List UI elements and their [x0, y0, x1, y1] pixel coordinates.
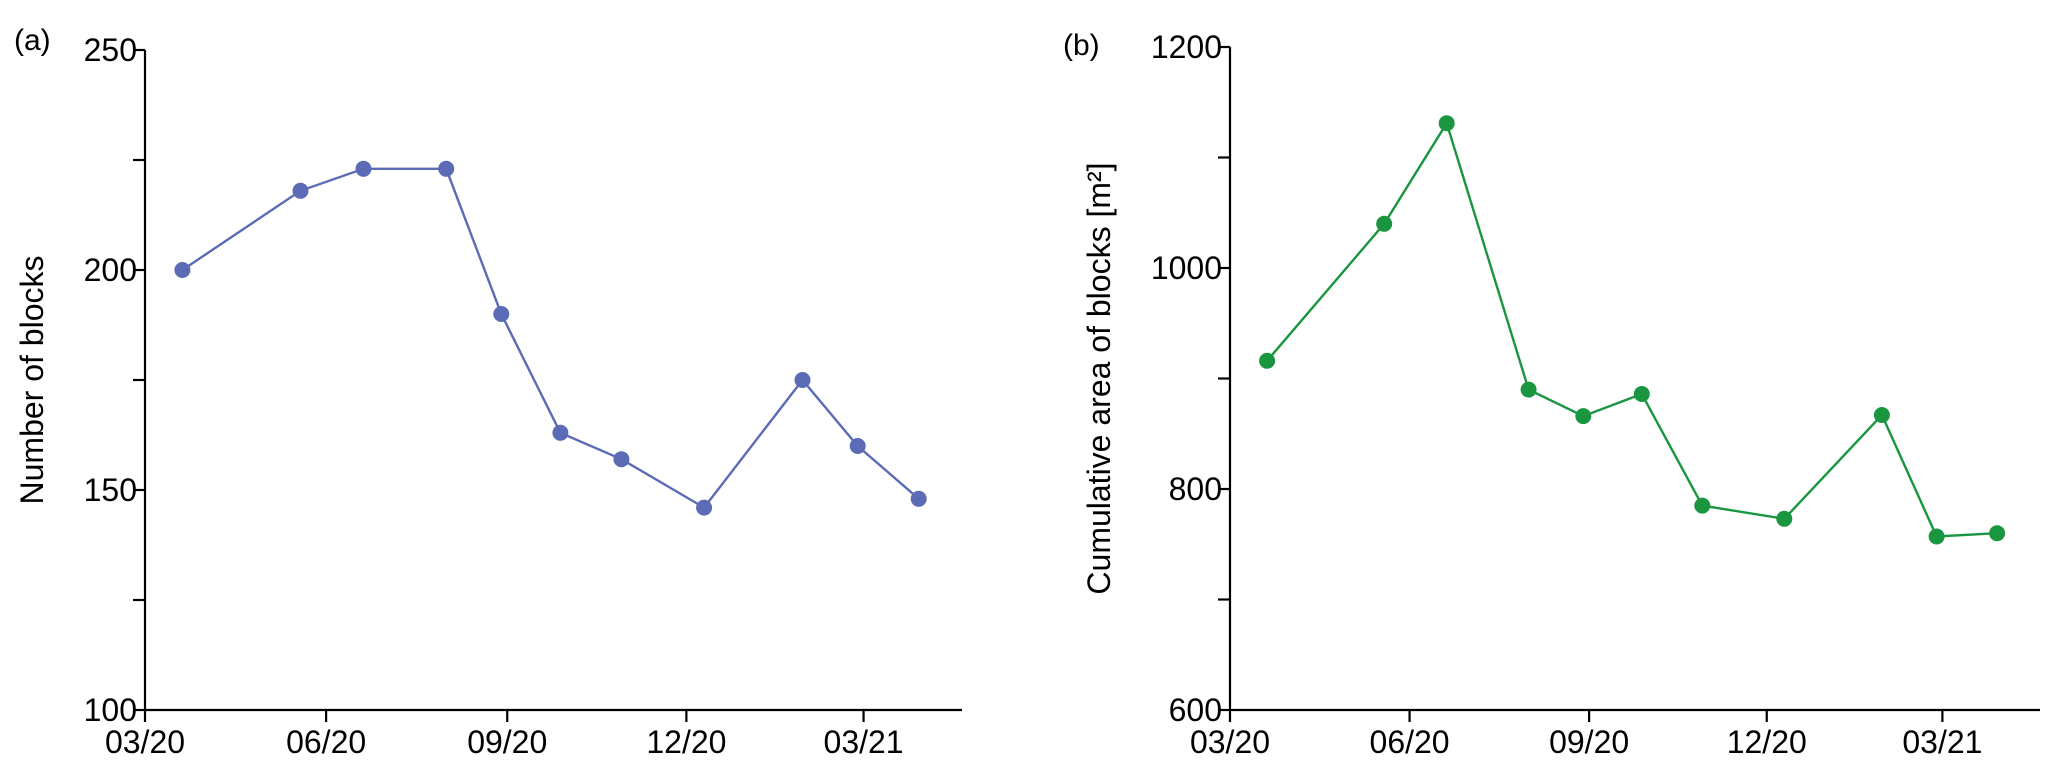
- data-point: [1989, 525, 2006, 542]
- panel-label: (b): [1063, 29, 1100, 62]
- y-tick-label: 100: [84, 692, 137, 728]
- x-tick-label: 06/20: [1370, 724, 1450, 760]
- x-tick-label: 12/20: [1727, 724, 1807, 760]
- x-tick-label: 09/20: [467, 724, 547, 760]
- data-point: [1376, 215, 1393, 232]
- data-point: [1520, 381, 1537, 398]
- x-tick-label: 09/20: [1549, 724, 1629, 760]
- x-tick-label: 03/20: [105, 724, 185, 760]
- x-tick-label: 03/20: [1190, 724, 1270, 760]
- data-point: [1873, 407, 1890, 423]
- y-tick-label: 1000: [1151, 250, 1222, 286]
- data-point: [1633, 386, 1650, 402]
- y-tick-label: 250: [84, 32, 137, 68]
- data-point: [613, 451, 630, 468]
- x-tick-label: 03/21: [1902, 724, 1982, 760]
- data-point: [552, 424, 569, 441]
- y-tick-label: 1200: [1151, 29, 1222, 65]
- data-point: [794, 372, 811, 388]
- chart-panel-1: (a) 100 150 200 250 03/20 06/20 09/20 12/20 03/21…: [14, 24, 962, 760]
- data-point: [355, 160, 372, 177]
- data-point: [438, 160, 455, 177]
- data-point: [1776, 510, 1793, 527]
- y-tick-label: 200: [84, 252, 137, 288]
- data-point: [1694, 497, 1711, 514]
- data-point: [910, 490, 927, 507]
- data-point: [1259, 352, 1276, 369]
- data-point: [1928, 528, 1945, 545]
- panel-label: (a): [14, 24, 51, 57]
- y-tick-label: 600: [1169, 692, 1222, 728]
- x-tick-label: 12/20: [646, 724, 726, 760]
- series-line: [181, 167, 920, 510]
- y-axis-title: Number of blocks: [14, 256, 50, 505]
- y-axis-title: Cumulative area of blocks [m²]: [1081, 162, 1117, 594]
- data-point: [174, 262, 191, 278]
- series-line: [1266, 120, 1998, 538]
- x-tick-label: 06/20: [286, 724, 366, 760]
- data-point: [849, 438, 866, 454]
- chart-panel-2: (b) 600 800 1000 1200 03/20 06/20 09/20 12/20 03/…: [1063, 29, 2040, 760]
- data-point: [1438, 115, 1455, 132]
- data-point: [292, 182, 309, 199]
- x-tick-label: 03/21: [824, 724, 904, 760]
- y-tick-label: 150: [84, 472, 137, 508]
- data-point: [696, 499, 713, 516]
- y-tick-label: 800: [1169, 471, 1222, 507]
- data-point: [493, 306, 510, 322]
- data-point: [1575, 408, 1592, 425]
